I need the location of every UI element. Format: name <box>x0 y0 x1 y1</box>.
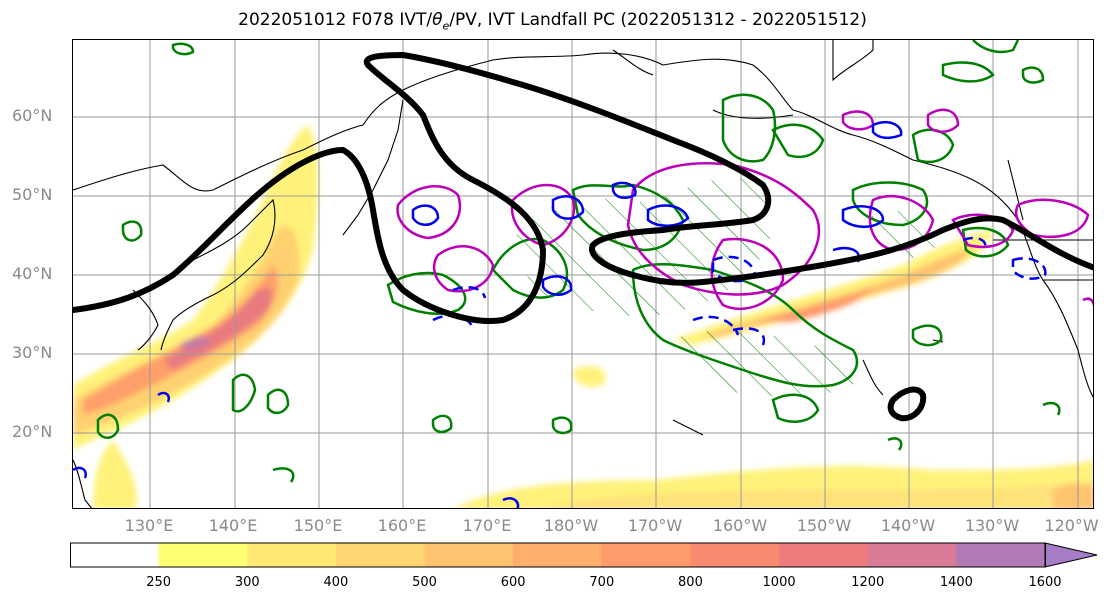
colorbar-cell <box>424 543 514 567</box>
map-canvas <box>73 40 1093 508</box>
lat-label-40n: 40°N <box>12 264 53 283</box>
theta-e-contours <box>96 40 1061 483</box>
lon-label-140e: 140°E <box>208 516 258 535</box>
colorbar-tick-label: 1400 <box>939 575 973 590</box>
colorbar-cell <box>601 543 691 567</box>
colorbar-tick-label: 400 <box>323 575 349 590</box>
lon-label-130w: 130°W <box>964 516 1020 535</box>
colorbar-extend-arrow <box>1044 542 1098 568</box>
ivt-pc-contours <box>73 51 1093 422</box>
colorbar-cell <box>70 543 160 567</box>
colorbar-tick-label: 1600 <box>1028 575 1062 590</box>
colorbar-cell <box>335 543 426 567</box>
colorbar-cell <box>513 543 603 567</box>
map-title: 2022051012 F078 IVT/θe/PV, IVT Landfall … <box>238 10 867 33</box>
lon-label-170w: 170°W <box>627 516 683 535</box>
lon-label-140w: 140°W <box>880 516 936 535</box>
colorbar-cell <box>690 543 780 567</box>
lon-label-160w: 160°W <box>712 516 768 535</box>
colorbar-cell <box>158 543 248 567</box>
lon-label-180w: 180°W <box>543 516 599 535</box>
lon-label-130e: 130°E <box>124 516 174 535</box>
colorbar-cell <box>867 543 957 567</box>
lat-label-50n: 50°N <box>12 185 53 204</box>
colorbar-tick-label: 1200 <box>851 575 885 590</box>
colorbar-cell <box>779 543 869 567</box>
lat-label-20n: 20°N <box>12 422 53 441</box>
colorbar-tick-label: 1000 <box>762 575 796 590</box>
pv-positive-contours <box>396 108 1093 311</box>
lon-label-160e: 160°E <box>377 516 427 535</box>
colorbar-tick-label: 250 <box>146 575 172 590</box>
colorbar-tick-label: 600 <box>500 575 526 590</box>
colorbar <box>70 542 1098 568</box>
map-panel <box>72 39 1094 509</box>
lon-label-150w: 150°W <box>796 516 852 535</box>
coastlines <box>73 40 1093 508</box>
lon-label-170e: 170°E <box>462 516 512 535</box>
colorbar-tick-label: 500 <box>412 575 437 590</box>
lon-label-120w: 120°W <box>1044 516 1099 535</box>
ivt-shading <box>73 125 1093 508</box>
colorbar-tick-label: 800 <box>678 575 703 590</box>
colorbar-cell <box>247 543 337 567</box>
colorbar-cell <box>956 543 1046 567</box>
colorbar-tick-label: 300 <box>234 575 260 590</box>
lat-label-30n: 30°N <box>12 343 53 362</box>
colorbar-tick-label: 700 <box>589 575 615 590</box>
lon-label-150e: 150°E <box>293 516 343 535</box>
lat-label-60n: 60°N <box>12 106 53 125</box>
